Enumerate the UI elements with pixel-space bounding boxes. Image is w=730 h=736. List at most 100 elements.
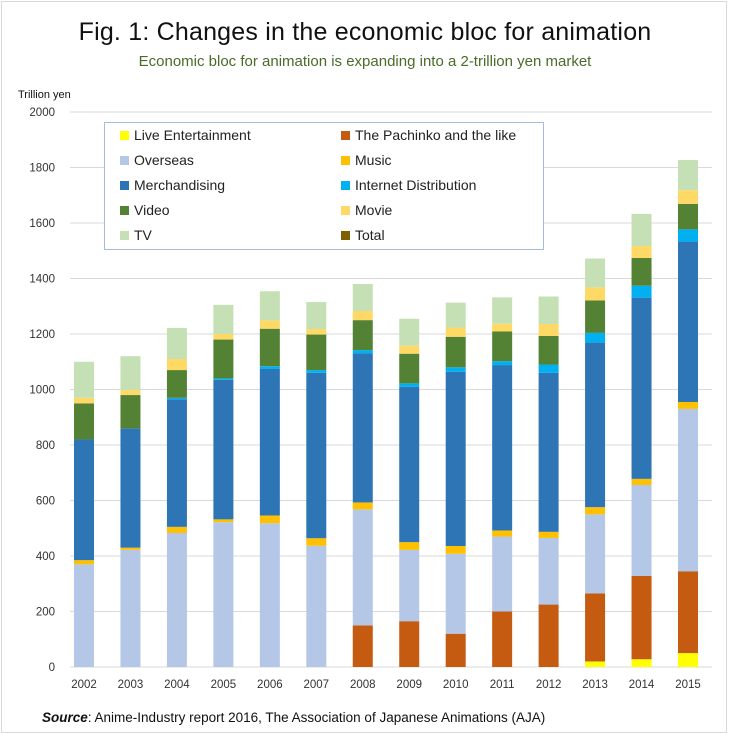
legend-label: Internet Distribution — [355, 177, 477, 193]
y-tick-label: 1000 — [29, 385, 55, 397]
x-tick-label: 2006 — [257, 679, 283, 691]
bar-stack-2007 — [306, 302, 327, 667]
bars — [74, 160, 698, 667]
bar-segment-the-pachinko-and-the-like — [538, 604, 559, 667]
legend-label: Movie — [355, 202, 393, 218]
bar-segment-merchandising — [74, 439, 94, 561]
bar-segment-overseas — [74, 564, 94, 667]
bar-segment-music — [259, 515, 280, 524]
legend-item: TV — [120, 227, 152, 243]
x-tick-label: 2014 — [629, 679, 655, 691]
bar-stack-2011 — [492, 297, 513, 667]
bar-stack-2002 — [74, 361, 94, 667]
bar-segment-the-pachinko-and-the-like — [352, 625, 373, 667]
bar-segment-merchandising — [445, 371, 466, 547]
legend-label: Music — [355, 152, 392, 168]
x-tick-label: 2012 — [536, 679, 562, 691]
bar-segment-movie — [445, 327, 466, 337]
bar-segment-movie — [213, 334, 234, 340]
x-tick-label: 2007 — [304, 679, 330, 691]
bar-segment-internet-distribution — [259, 366, 280, 369]
bar-segment-movie — [631, 246, 652, 258]
bar-segment-movie — [306, 329, 327, 335]
y-tick-label: 200 — [36, 607, 55, 619]
bar-segment-music — [538, 531, 559, 538]
x-tick-label: 2009 — [396, 679, 422, 691]
bar-segment-tv — [538, 296, 559, 325]
x-tick-label: 2002 — [71, 679, 97, 691]
legend-item: Total — [341, 227, 385, 243]
legend-item: Music — [341, 152, 392, 168]
bar-segment-merchandising — [259, 368, 280, 516]
bar-segment-music — [352, 502, 373, 510]
x-tick-label: 2010 — [443, 679, 469, 691]
bar-segment-the-pachinko-and-the-like — [631, 575, 652, 660]
x-tick-label: 2004 — [164, 679, 190, 691]
bar-stack-2005 — [213, 304, 234, 667]
bar-segment-overseas — [352, 509, 373, 626]
legend-label: Overseas — [134, 152, 194, 168]
y-axis-unit-label: Trillion yen — [18, 89, 71, 101]
bar-segment-merchandising — [492, 365, 513, 531]
bar-segment-music — [492, 530, 513, 537]
chart-title: Fig. 1: Changes in the economic bloc for… — [78, 18, 652, 46]
bar-stack-2004 — [166, 327, 187, 667]
bar-segment-movie — [352, 310, 373, 321]
bar-segment-music — [213, 519, 234, 523]
bar-segment-tv — [585, 258, 606, 288]
bar-segment-video — [585, 300, 606, 333]
source-text: : Anime-Industry report 2016, The Associ… — [87, 710, 546, 725]
bar-segment-movie — [585, 287, 606, 301]
bar-segment-video — [538, 335, 559, 365]
bar-segment-the-pachinko-and-the-like — [399, 621, 420, 667]
bar-segment-music — [399, 542, 420, 550]
legend-item: The Pachinko and the like — [341, 127, 516, 143]
bar-stack-2006 — [259, 291, 280, 667]
y-tick-label: 1200 — [29, 329, 55, 341]
bar-segment-overseas — [538, 537, 559, 605]
bar-segment-overseas — [631, 484, 652, 576]
y-tick-label: 800 — [36, 440, 55, 452]
bar-segment-tv — [492, 297, 513, 324]
bar-segment-video — [399, 353, 420, 384]
bar-stack-2014 — [631, 213, 652, 667]
y-tick-label: 1600 — [29, 218, 55, 230]
legend-swatch — [120, 205, 129, 215]
bar-segment-tv — [352, 284, 373, 311]
bar-segment-merchandising — [538, 372, 559, 532]
bar-segment-tv — [631, 213, 652, 247]
x-axis-ticks: 2002 2003 2004 2005 2006 2007 2008 2009 2010 2011… — [71, 679, 701, 691]
bar-segment-video — [492, 331, 513, 362]
bar-segment-tv — [306, 302, 327, 330]
legend-label: Video — [134, 202, 170, 218]
bar-segment-video — [166, 370, 187, 398]
bar-segment-movie — [538, 324, 559, 336]
bar-stack-2013 — [585, 258, 606, 667]
y-tick-label: 2000 — [29, 107, 55, 119]
bar-segment-music — [678, 401, 698, 409]
chart-legend: Live Entertainment The Pachinko and the l… — [104, 122, 544, 250]
y-tick-label: 400 — [36, 551, 55, 563]
bar-segment-internet-distribution — [399, 383, 420, 387]
bar-segment-movie — [259, 320, 280, 329]
bar-segment-internet-distribution — [678, 229, 698, 242]
bar-segment-video — [445, 336, 466, 368]
y-tick-label: 1800 — [29, 163, 55, 175]
bar-segment-tv — [74, 361, 94, 398]
bar-segment-merchandising — [399, 386, 420, 543]
y-tick-label: 1400 — [29, 274, 55, 286]
legend-label: Merchandising — [134, 177, 226, 193]
bar-segment-internet-distribution — [492, 361, 513, 366]
legend-label: Total — [355, 227, 385, 243]
bar-segment-movie — [678, 190, 698, 204]
legend-swatch — [341, 130, 350, 140]
bar-segment-live-entertainment — [678, 653, 698, 667]
bar-segment-overseas — [306, 545, 327, 667]
x-tick-label: 2008 — [350, 679, 376, 691]
bar-segment-music — [306, 538, 327, 546]
legend-label: The Pachinko and the like — [355, 127, 517, 143]
bar-segment-tv — [120, 356, 141, 391]
bar-segment-merchandising — [585, 342, 606, 508]
legend-swatch — [120, 130, 129, 140]
